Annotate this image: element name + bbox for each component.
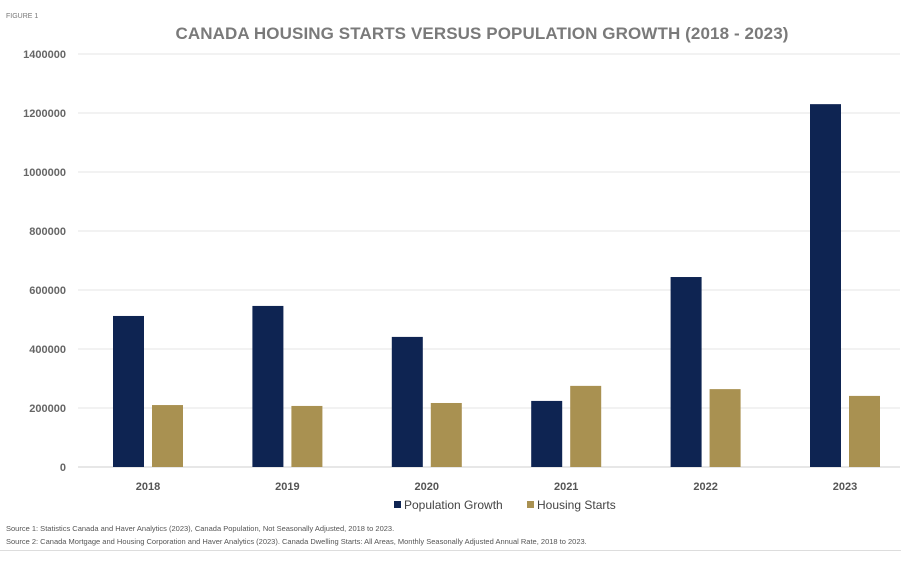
bar-population-growth xyxy=(113,315,144,467)
bar-housing-starts xyxy=(570,385,602,467)
x-tick-label: 2018 xyxy=(136,481,160,493)
bar-housing-starts xyxy=(152,405,183,467)
y-tick-label: 200000 xyxy=(29,403,66,415)
y-tick-label: 1400000 xyxy=(23,49,66,61)
y-tick-label: 800000 xyxy=(29,226,66,238)
y-tick-label: 1000000 xyxy=(23,167,66,179)
bar-housing-starts xyxy=(849,395,880,467)
bar-population-growth xyxy=(252,305,284,467)
chart-title: CANADA HOUSING STARTS VERSUS POPULATION … xyxy=(175,24,789,43)
figure-label: FIGURE 1 xyxy=(6,13,39,20)
bar-housing-starts xyxy=(291,405,323,467)
source-2: Source 2: Canada Mortgage and Housing Co… xyxy=(6,537,587,546)
y-tick-label: 600000 xyxy=(29,285,66,297)
y-tick-label: 400000 xyxy=(29,344,66,356)
bar-population-growth xyxy=(810,104,841,468)
x-tick-label: 2021 xyxy=(554,481,578,493)
bar-housing-starts xyxy=(430,402,462,467)
bar-housing-starts xyxy=(709,389,741,467)
y-tick-label: 1200000 xyxy=(23,108,66,120)
x-tick-label: 2022 xyxy=(693,481,717,493)
bottom-divider xyxy=(0,550,901,551)
x-tick-label: 2023 xyxy=(833,481,857,493)
bar-population-growth xyxy=(391,336,423,467)
legend-label: Population Growth xyxy=(404,498,503,512)
source-1: Source 1: Statistics Canada and Haver An… xyxy=(6,524,395,533)
y-tick-label: 0 xyxy=(60,462,66,474)
x-tick-label: 2019 xyxy=(275,481,299,493)
bar-population-growth xyxy=(531,400,563,467)
legend-label: Housing Starts xyxy=(537,498,616,512)
legend-swatch xyxy=(527,501,534,508)
legend-swatch xyxy=(394,501,401,508)
bar-population-growth xyxy=(670,277,702,467)
x-tick-label: 2020 xyxy=(415,481,439,493)
